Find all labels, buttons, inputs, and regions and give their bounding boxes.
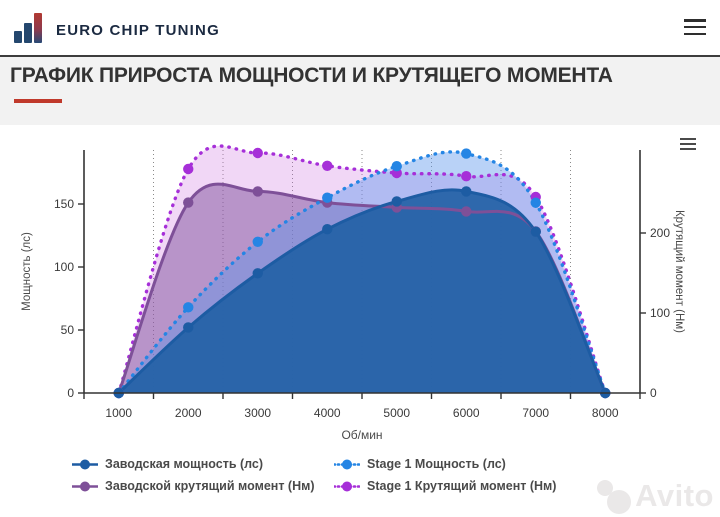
- legend-marker-icon: [72, 481, 98, 491]
- svg-text:5000: 5000: [383, 406, 410, 420]
- chart-context-menu-icon[interactable]: [680, 138, 696, 153]
- legend-label: Заводской крутящий момент (Нм): [105, 479, 315, 493]
- svg-text:150: 150: [54, 197, 74, 211]
- marker: [183, 163, 194, 175]
- area-0: [118, 189, 606, 393]
- power-torque-chart: 1000 2000 3000 4000 5000 6000 7000 8000Об/мин05…: [21, 144, 685, 442]
- legend-marker-icon: [334, 481, 360, 491]
- svg-text:4000: 4000: [314, 406, 341, 420]
- series-areas: [118, 146, 606, 393]
- svg-text:50: 50: [61, 323, 75, 337]
- svg-text:2000: 2000: [175, 406, 202, 420]
- y-axis-left: 0 50 100 150 Мощность (лс): [21, 197, 84, 400]
- brand-logo: EURO CHIP TUNING: [14, 12, 220, 43]
- hamburger-menu-icon[interactable]: [684, 19, 706, 39]
- marker: [461, 148, 472, 159]
- svg-text:100: 100: [54, 260, 74, 274]
- legend-item-2[interactable]: Заводской крутящий момент (Нм): [72, 477, 334, 495]
- svg-text:8000: 8000: [592, 406, 619, 420]
- svg-text:1000: 1000: [105, 406, 132, 420]
- page-title: ГРАФИК ПРИРОСТА МОЩНОСТИ И КРУТЯЩЕГО МОМ…: [10, 64, 613, 87]
- svg-text:3000: 3000: [244, 406, 271, 420]
- legend-marker-icon: [72, 459, 98, 469]
- svg-text:7000: 7000: [522, 406, 549, 420]
- marker: [252, 236, 263, 247]
- x-axis-title: Об/мин: [341, 428, 382, 442]
- title-section: ГРАФИК ПРИРОСТА МОЩНОСТИ И КРУТЯЩЕГО МОМ…: [0, 57, 720, 125]
- y-axis-left-title: Мощность (лс): [21, 232, 33, 311]
- svg-text:0: 0: [650, 386, 657, 400]
- marker: [461, 186, 472, 197]
- bar-chart-logo-icon: [14, 12, 42, 43]
- marker: [183, 197, 194, 208]
- y-axis-right-title: Крутящий момент (Нм): [673, 210, 685, 333]
- legend-label: Stage 1 Крутящий момент (Нм): [367, 479, 557, 493]
- legend-marker-icon: [334, 459, 360, 469]
- marker: [461, 206, 472, 217]
- marker: [183, 302, 194, 313]
- marker: [322, 224, 333, 235]
- legend-item-0[interactable]: Заводская мощность (лс): [72, 455, 334, 473]
- marker: [252, 186, 263, 197]
- app-header: EURO CHIP TUNING: [0, 0, 720, 55]
- legend-item-1[interactable]: Stage 1 Мощность (лс): [334, 455, 556, 473]
- marker: [391, 161, 402, 172]
- svg-text:0: 0: [67, 386, 74, 400]
- header-divider: [0, 55, 720, 57]
- line-0: [117, 188, 607, 395]
- legend-label: Заводская мощность (лс): [105, 457, 264, 471]
- svg-text:6000: 6000: [453, 406, 480, 420]
- marker: [252, 268, 263, 279]
- title-underline: [14, 99, 62, 103]
- watermark-text: Avito: [635, 478, 714, 513]
- brand-name: EURO CHIP TUNING: [56, 22, 220, 39]
- legend-item-3[interactable]: Stage 1 Крутящий момент (Нм): [334, 477, 556, 495]
- svg-text:100: 100: [650, 306, 670, 320]
- svg-text:200: 200: [650, 226, 670, 240]
- avito-logo-icon: [597, 480, 632, 514]
- y-axis-right: 0 100 200 Крутящий момент (Нм): [640, 210, 685, 400]
- marker: [322, 192, 333, 203]
- legend-label: Stage 1 Мощность (лс): [367, 457, 506, 471]
- chart-legend: Заводская мощность (лс) Stage 1 Мощность …: [72, 455, 556, 495]
- marker: [530, 226, 541, 237]
- marker: [391, 196, 402, 207]
- avito-watermark: Avito: [595, 477, 714, 515]
- marker: [461, 171, 472, 182]
- marker: [183, 322, 194, 333]
- line-1: [117, 150, 607, 395]
- marker: [530, 197, 541, 208]
- marker: [252, 147, 263, 159]
- x-axis: 1000 2000 3000 4000 5000 6000 7000 8000 Об/мин: [83, 393, 641, 442]
- chart: 1000 2000 3000 4000 5000 6000 7000 8000 Об/мин 0 5…: [0, 125, 720, 517]
- marker: [322, 160, 333, 171]
